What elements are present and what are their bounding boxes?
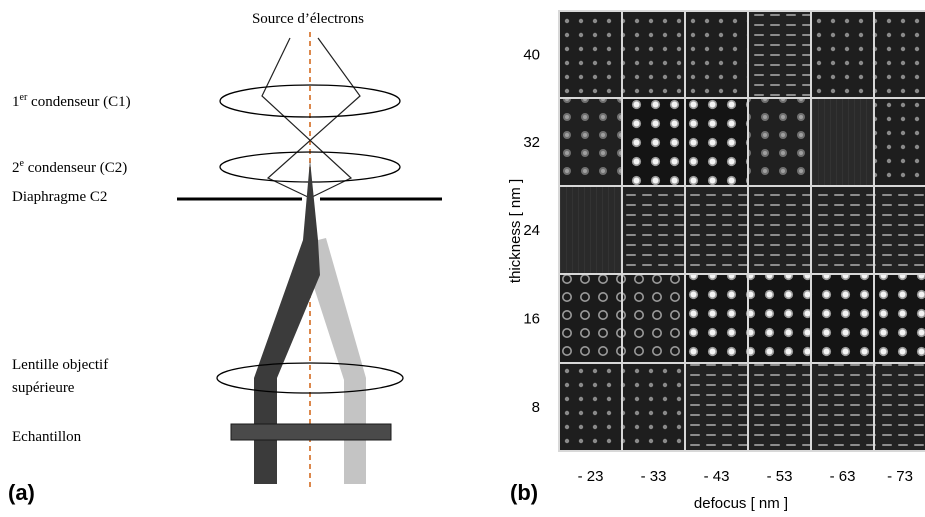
defocus-tick-label: - 53: [767, 468, 793, 485]
thickness-tick-label: 8: [532, 399, 540, 416]
grid-image-cell: [686, 99, 747, 185]
sample: [230, 423, 392, 441]
grid-image-cell: [686, 187, 747, 273]
thickness-tick-label: 16: [523, 311, 540, 328]
grid-image-cell: [875, 275, 925, 362]
grid-image-cell: [875, 364, 925, 450]
grid-image-cell: [623, 99, 684, 185]
grid-image-cell: [560, 12, 621, 97]
grid-image-cell: [686, 364, 747, 450]
grid-cells: [560, 12, 925, 450]
tilted-beam-light: [310, 238, 366, 484]
grid-image-cell: [875, 99, 925, 185]
c2-label: 2e condenseur (C2): [12, 158, 127, 176]
grid-image-cell: [560, 275, 621, 362]
grid-image-cell: [560, 99, 621, 185]
grid-image-cell: [686, 275, 747, 362]
defocus-ticks: - 23 - 33 - 43 - 53 - 63 - 73: [578, 468, 913, 485]
tilted-beam-dark: [254, 240, 320, 484]
objective-label-line1: Lentille objectif: [12, 357, 108, 373]
thickness-tick-label: 32: [523, 134, 540, 151]
electron-ray-left: [261, 37, 353, 199]
defocus-tick-label: - 33: [641, 468, 667, 485]
defocus-tick-label: - 73: [887, 468, 913, 485]
grid-image-cell: [875, 12, 925, 97]
grid-image-cell: [686, 12, 747, 97]
thickness-tick-label: 40: [523, 47, 540, 64]
grid-image-cell: [812, 275, 873, 362]
sample-label: Echantillon: [12, 429, 82, 445]
source-label: Source d’électrons: [252, 11, 364, 27]
grid-image-cell: [812, 99, 873, 185]
panel-a-label: (a): [8, 480, 35, 505]
grid-image-cell: [560, 364, 621, 450]
grid-image-cell: [560, 187, 621, 273]
grid-image-cell: [623, 275, 684, 362]
objective-lens: [216, 362, 404, 394]
grid-image-cell: [812, 364, 873, 450]
panel-a-microscope-diagram: Source d’électrons 1er condenseur (C1) 2…: [8, 11, 442, 505]
beam-cone: [303, 160, 318, 240]
grid-image-cell: [623, 364, 684, 450]
defocus-tick-label: - 63: [830, 468, 856, 485]
grid-image-cell: [623, 12, 684, 97]
grid-image-cell: [749, 364, 810, 450]
grid-image-cell: [749, 12, 810, 97]
grid-image-cell: [749, 99, 810, 185]
electron-ray-right: [266, 37, 361, 199]
c1-label: 1er condenseur (C1): [12, 92, 131, 110]
aperture-label: Diaphragme C2: [12, 189, 107, 205]
defocus-tick-label: - 43: [704, 468, 730, 485]
x-axis-label: defocus [ nm ]: [694, 495, 788, 512]
grid-image-cell: [875, 187, 925, 273]
grid-image-cell: [812, 187, 873, 273]
panel-b-label: (b): [510, 480, 538, 505]
thickness-tick-label: 24: [523, 222, 540, 239]
objective-label-line2: supérieure: [12, 380, 75, 396]
condenser-lens-c1: [219, 84, 401, 118]
thickness-ticks: 40 32 24 16 8: [523, 47, 540, 417]
grid-image-cell: [749, 187, 810, 273]
grid-image-cell: [623, 187, 684, 273]
grid-image-cell: [749, 275, 810, 362]
defocus-tick-label: - 23: [578, 468, 604, 485]
grid-image-cell: [812, 12, 873, 97]
panel-b-image-grid: 40 32 24 16 8 - 23 - 33 - 43 - 53 - 63 - 73 thick…: [507, 10, 925, 512]
y-axis-label: thickness [ nm ]: [507, 179, 524, 283]
